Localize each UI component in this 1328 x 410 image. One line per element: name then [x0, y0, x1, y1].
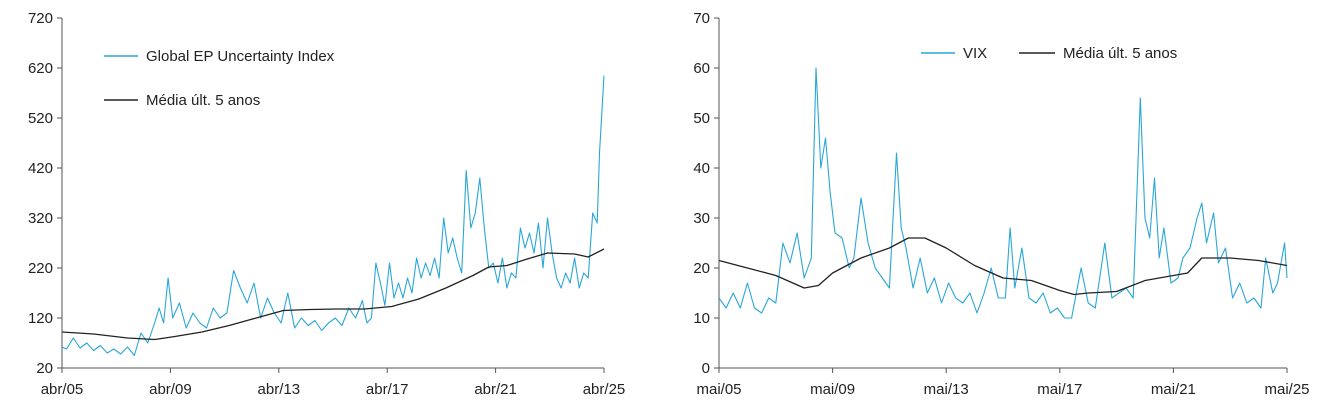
y-tick-label: 70	[693, 10, 710, 27]
legend-label: Média últ. 5 anos	[146, 92, 260, 109]
legend-label: Média últ. 5 anos	[1063, 45, 1177, 62]
y-tick-label: 520	[28, 110, 53, 127]
x-tick-label: abr/09	[149, 381, 192, 398]
y-tick-label: 420	[28, 160, 53, 177]
y-tick-label: 40	[693, 160, 710, 177]
y-tick-label: 720	[28, 10, 53, 27]
legend-label: Global EP Uncertainty Index	[146, 48, 335, 65]
x-tick-label: mai/21	[1151, 381, 1196, 398]
x-tick-label: abr/17	[366, 381, 409, 398]
x-tick-label: abr/13	[258, 381, 301, 398]
y-tick-label: 220	[28, 260, 53, 277]
y-tick-label: 30	[693, 210, 710, 227]
series-line-average	[61, 248, 605, 341]
x-tick-label: abr/21	[474, 381, 517, 398]
y-tick-label: 320	[28, 210, 53, 227]
x-tick-label: mai/13	[924, 381, 969, 398]
series-line-primary	[718, 67, 1288, 319]
x-tick-label: mai/05	[696, 381, 741, 398]
chart-panel-1: 20 120 220 320 420 520 620 720 abr/05 abr/09 abr/1…	[28, 10, 625, 398]
legend-label: VIX	[963, 45, 987, 62]
y-tick-label: 20	[36, 360, 53, 377]
y-tick-label: 60	[693, 60, 710, 77]
x-tick-label: mai/25	[1264, 381, 1309, 398]
x-tick-label: mai/09	[810, 381, 855, 398]
y-tick-label: 20	[693, 260, 710, 277]
y-tick-label: 10	[693, 310, 710, 327]
chart-panel-2: 0 10 20 30 40 50 60 70 mai/05 mai/09 mai/13 mai/17 m…	[693, 10, 1309, 398]
y-tick-label: 50	[693, 110, 710, 127]
series-line-primary	[61, 75, 605, 357]
y-tick-label: 0	[702, 360, 710, 377]
x-tick-label: mai/17	[1037, 381, 1082, 398]
x-tick-label: abr/25	[583, 381, 626, 398]
series-line-average	[718, 237, 1288, 296]
y-tick-label: 620	[28, 60, 53, 77]
x-tick-label: abr/05	[41, 381, 84, 398]
y-tick-label: 120	[28, 310, 53, 327]
